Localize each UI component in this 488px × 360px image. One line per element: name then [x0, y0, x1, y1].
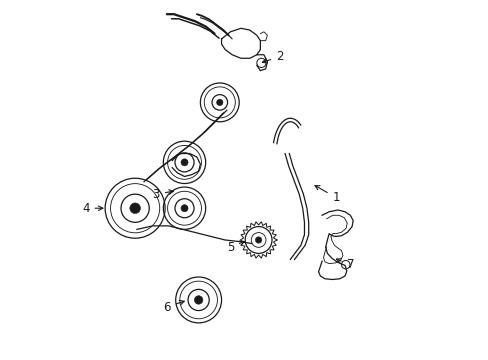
Circle shape — [255, 237, 261, 243]
Text: 4: 4 — [82, 202, 102, 215]
Circle shape — [181, 205, 188, 212]
Text: 1: 1 — [314, 185, 339, 204]
Text: 7: 7 — [336, 258, 353, 271]
Text: 3: 3 — [152, 188, 173, 201]
Text: 5: 5 — [226, 240, 244, 253]
Circle shape — [130, 203, 140, 213]
Text: 6: 6 — [163, 301, 184, 314]
Text: 2: 2 — [262, 50, 283, 63]
Circle shape — [194, 296, 203, 304]
Circle shape — [216, 99, 223, 105]
Circle shape — [181, 159, 188, 166]
